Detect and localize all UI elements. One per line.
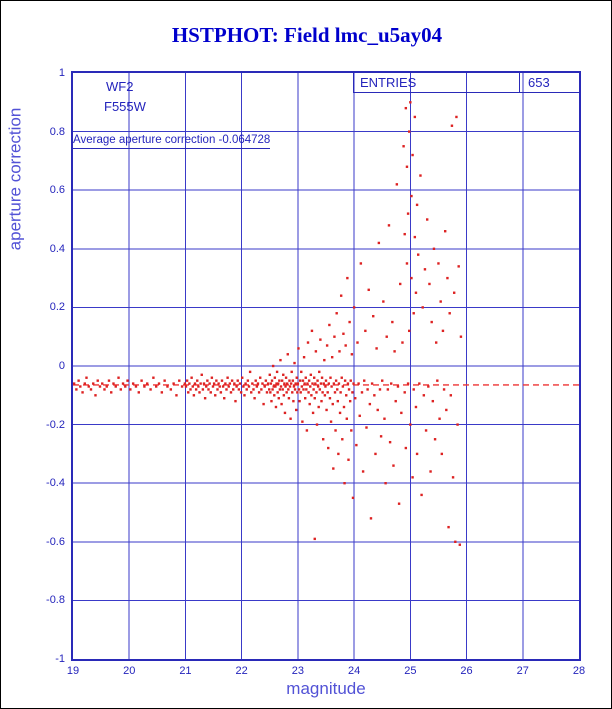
- x-tick-label: 22: [235, 665, 248, 677]
- y-tick-label: -0.2: [46, 418, 65, 431]
- plot-frame: [71, 71, 581, 661]
- scatter-points: [73, 101, 463, 546]
- x-tick-label: 27: [516, 665, 529, 677]
- y-tick-label: 0.8: [49, 125, 65, 138]
- x-tick-label: 28: [572, 665, 586, 677]
- y-tick-label: 0: [58, 360, 65, 372]
- entries-label: ENTRIES: [360, 74, 417, 90]
- x-tick-label: 21: [179, 665, 192, 677]
- y-tick-label: 0.4: [49, 242, 65, 255]
- x-axis-label: magnitude: [286, 679, 366, 698]
- y-tick-label: 1: [58, 67, 65, 79]
- x-tick-label: 23: [291, 665, 304, 677]
- y-tick-label: -0.4: [46, 477, 65, 490]
- grid-lines: [73, 73, 579, 659]
- y-axis-label: aperture correction: [5, 107, 24, 251]
- y-axis-label-wrap: aperture correction: [3, 69, 27, 289]
- x-tick-label: 19: [66, 665, 80, 677]
- y-tick-label: 0.6: [49, 184, 65, 197]
- entries-divider: [519, 72, 520, 92]
- scatter-plot-canvas: [73, 73, 579, 659]
- entries-value: 653: [528, 74, 550, 90]
- x-tick-label: 20: [123, 665, 136, 677]
- y-tick-label: -0.6: [46, 535, 65, 548]
- y-tick-label: 0.2: [49, 301, 65, 314]
- average-aperture-correction-text: Average aperture correction -0.064728: [73, 134, 271, 149]
- x-tick-label: 25: [404, 665, 417, 677]
- camera-label: WF2: [106, 79, 134, 94]
- y-tick-label: -1: [55, 653, 65, 665]
- x-tick-label: 26: [460, 665, 473, 677]
- x-tick-label: 24: [347, 665, 361, 677]
- entries-box: ENTRIES 653: [353, 71, 581, 93]
- page-title: HSTPHOT: Field lmc_u5ay04: [171, 23, 443, 47]
- filter-label: F555W: [104, 99, 146, 114]
- y-tick-label: -0.8: [46, 594, 65, 607]
